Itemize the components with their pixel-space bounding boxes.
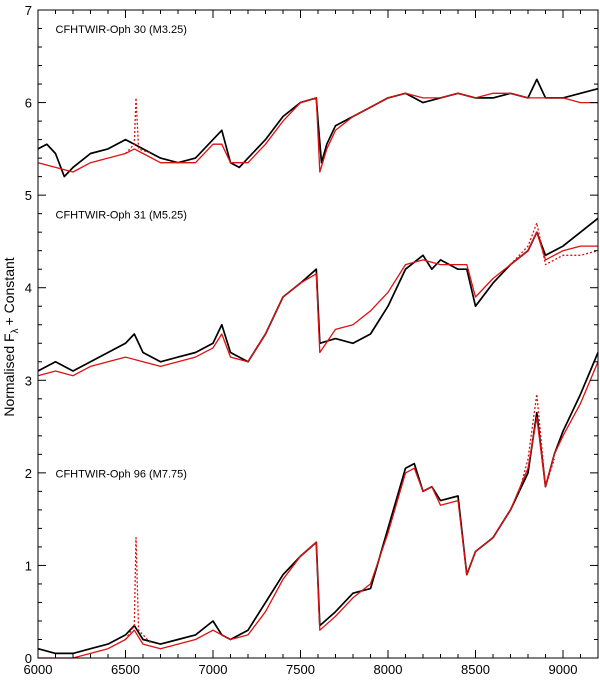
observed-spectrum-line-3 [37,217,599,372]
y-tick-label: 1 [25,558,32,573]
y-tick-label: 7 [25,3,32,18]
model-spectrum-line-9 [518,393,555,492]
spectrum-label: CFHTWIR-Oph 30 (M3.25) [56,24,187,36]
y-axis-label: Normalised Fλ+ Constant [1,257,21,416]
x-tick-label: 8500 [461,662,490,677]
model-spectrum-line-1 [37,92,598,173]
y-tick-label: 3 [25,373,32,388]
plot-area [37,78,599,659]
plot-frame [37,9,599,659]
y-tick-label: 0 [25,651,32,666]
model-spectrum-line-7 [38,361,599,659]
x-tick-label: 8000 [374,662,403,677]
spectrum-label: CFHTWIR-Oph 96 (M7.75) [56,468,187,480]
model-spectrum-line-8 [124,537,153,645]
y-tick-label: 6 [25,96,32,111]
y-tick-label: 5 [25,188,32,203]
x-tick-label: 9000 [549,662,578,677]
x-tick-label: 6000 [24,662,53,677]
x-tick-label: 6500 [111,662,140,677]
spectrum-labels: CFHTWIR-Oph 30 (M3.25) CFHTWIR-Oph 31 (M5… [56,24,187,480]
y-tick-label: 2 [25,466,32,481]
model-spectrum-line-4 [37,231,598,377]
spectrum-label: CFHTWIR-Oph 31 (M5.25) [56,209,187,221]
model-spectrum-line-5 [510,222,599,266]
y-tick-label: 4 [25,281,32,296]
axis-ticks: 6000 6500 7000 7500 8000 8500 9000 0 1 2 3 4 5 6 7 [24,3,598,677]
x-tick-label: 7000 [199,662,228,677]
model-spectrum-line-2 [125,97,153,155]
x-tick-label: 7500 [286,662,315,677]
